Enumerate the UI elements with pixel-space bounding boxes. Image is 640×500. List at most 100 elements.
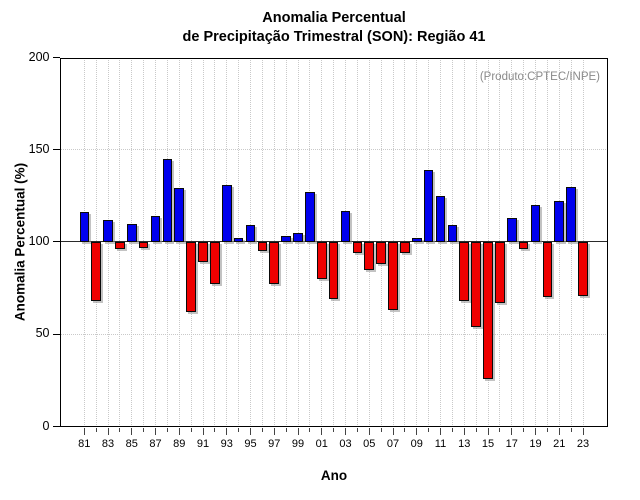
x-tick-label: 09 <box>410 437 423 450</box>
bar-85 <box>126 223 137 242</box>
x-tick-label: 15 <box>481 437 495 450</box>
bar-03 <box>340 210 351 242</box>
x-tick-label: 03 <box>339 437 352 450</box>
bar-90 <box>186 242 196 313</box>
value-gridline <box>59 333 608 335</box>
x-axis-tick <box>546 427 548 432</box>
x-tick-label: 81 <box>78 437 91 450</box>
x-tick-label: 91 <box>196 437 210 450</box>
bar-95 <box>245 225 256 242</box>
bar-20 <box>542 242 553 298</box>
bar-84 <box>115 242 125 250</box>
y-axis-tick <box>52 241 60 243</box>
y-axis-tick <box>52 425 60 427</box>
bar-87 <box>150 216 161 242</box>
bar-19 <box>530 205 541 242</box>
bar-81 <box>79 212 90 242</box>
x-axis-tick <box>83 427 85 435</box>
bar-91 <box>198 242 208 263</box>
x-tick-label: 17 <box>505 437 518 450</box>
chart-title: Anomalia Percentual de Precipitação Trim… <box>34 9 634 47</box>
x-tick-label: 85 <box>125 437 138 450</box>
x-axis-tick <box>273 427 275 435</box>
x-tick-label: 11 <box>434 437 447 450</box>
bar-06 <box>376 242 386 265</box>
x-axis-tick <box>202 427 204 435</box>
bar-98 <box>281 236 291 242</box>
bar-23 <box>578 242 588 296</box>
x-axis-tick <box>368 427 370 435</box>
x-axis-tick <box>428 427 430 432</box>
x-axis-tick <box>523 427 525 432</box>
x-axis-tick <box>440 427 441 435</box>
y-tick-label: 100 <box>28 234 50 248</box>
x-axis-tick <box>475 427 477 432</box>
x-axis-tick <box>131 427 133 435</box>
bar-96 <box>257 242 268 252</box>
y-axis-tick <box>52 149 60 150</box>
x-axis-tick <box>416 427 418 435</box>
x-axis-tick <box>309 427 311 432</box>
bar-08 <box>400 242 410 254</box>
x-axis-tick <box>392 427 394 435</box>
x-axis-label: Ano <box>320 468 348 483</box>
x-axis-tick <box>333 427 335 432</box>
y-axis-tick <box>52 56 60 58</box>
x-axis-tick <box>178 427 180 435</box>
x-axis-tick <box>511 427 513 435</box>
bar-88 <box>162 158 173 242</box>
x-tick-label: 93 <box>220 437 233 450</box>
bar-82 <box>91 242 101 302</box>
x-tick-label: 83 <box>101 437 115 450</box>
x-axis-tick <box>238 427 240 432</box>
bar-92 <box>210 242 220 285</box>
bar-83 <box>103 219 113 242</box>
x-axis-tick <box>250 427 252 435</box>
bar-89 <box>174 188 185 242</box>
bar-05 <box>364 242 375 270</box>
x-axis-tick <box>166 427 168 432</box>
bar-13 <box>459 242 470 302</box>
x-axis-tick <box>570 427 572 432</box>
x-axis-tick <box>261 427 263 432</box>
x-tick-label: 13 <box>458 437 471 450</box>
x-axis-tick <box>380 427 382 432</box>
x-tick-label: 95 <box>244 437 257 450</box>
bar-86 <box>138 242 149 248</box>
bar-15 <box>483 242 493 379</box>
x-axis-tick <box>345 427 347 435</box>
x-axis-tick <box>582 427 584 435</box>
x-axis-tick <box>95 427 97 432</box>
bar-97 <box>269 242 280 285</box>
y-tick-label: 200 <box>28 49 50 64</box>
bar-18 <box>518 242 529 250</box>
x-tick-label: 07 <box>386 437 400 450</box>
bar-09 <box>411 238 422 242</box>
x-axis-tick <box>285 427 287 432</box>
bar-04 <box>352 242 363 254</box>
x-axis-tick <box>558 427 560 435</box>
x-axis-tick <box>297 427 299 435</box>
chart-title-line1: Anomalia Percentual <box>262 10 406 26</box>
chart-title-line2: de Precipitação Trimestral (SON): Região… <box>182 29 486 45</box>
bar-07 <box>388 242 398 311</box>
bar-21 <box>554 201 565 242</box>
bar-02 <box>328 242 339 300</box>
x-tick-label: 21 <box>553 437 566 450</box>
x-axis-tick <box>499 427 501 432</box>
x-axis-tick <box>535 427 536 435</box>
baseline-100 <box>59 241 608 243</box>
x-axis-tick <box>190 427 192 432</box>
x-axis-tick <box>155 427 157 435</box>
x-axis-tick <box>226 427 228 435</box>
bar-99 <box>293 232 303 242</box>
x-axis-tick <box>107 427 109 435</box>
x-tick-label: 19 <box>529 437 542 450</box>
y-tick-label: 150 <box>28 141 50 156</box>
y-axis-tick <box>52 333 60 335</box>
bar-12 <box>447 225 458 242</box>
bar-11 <box>435 195 446 242</box>
x-tick-label: 05 <box>363 437 376 450</box>
